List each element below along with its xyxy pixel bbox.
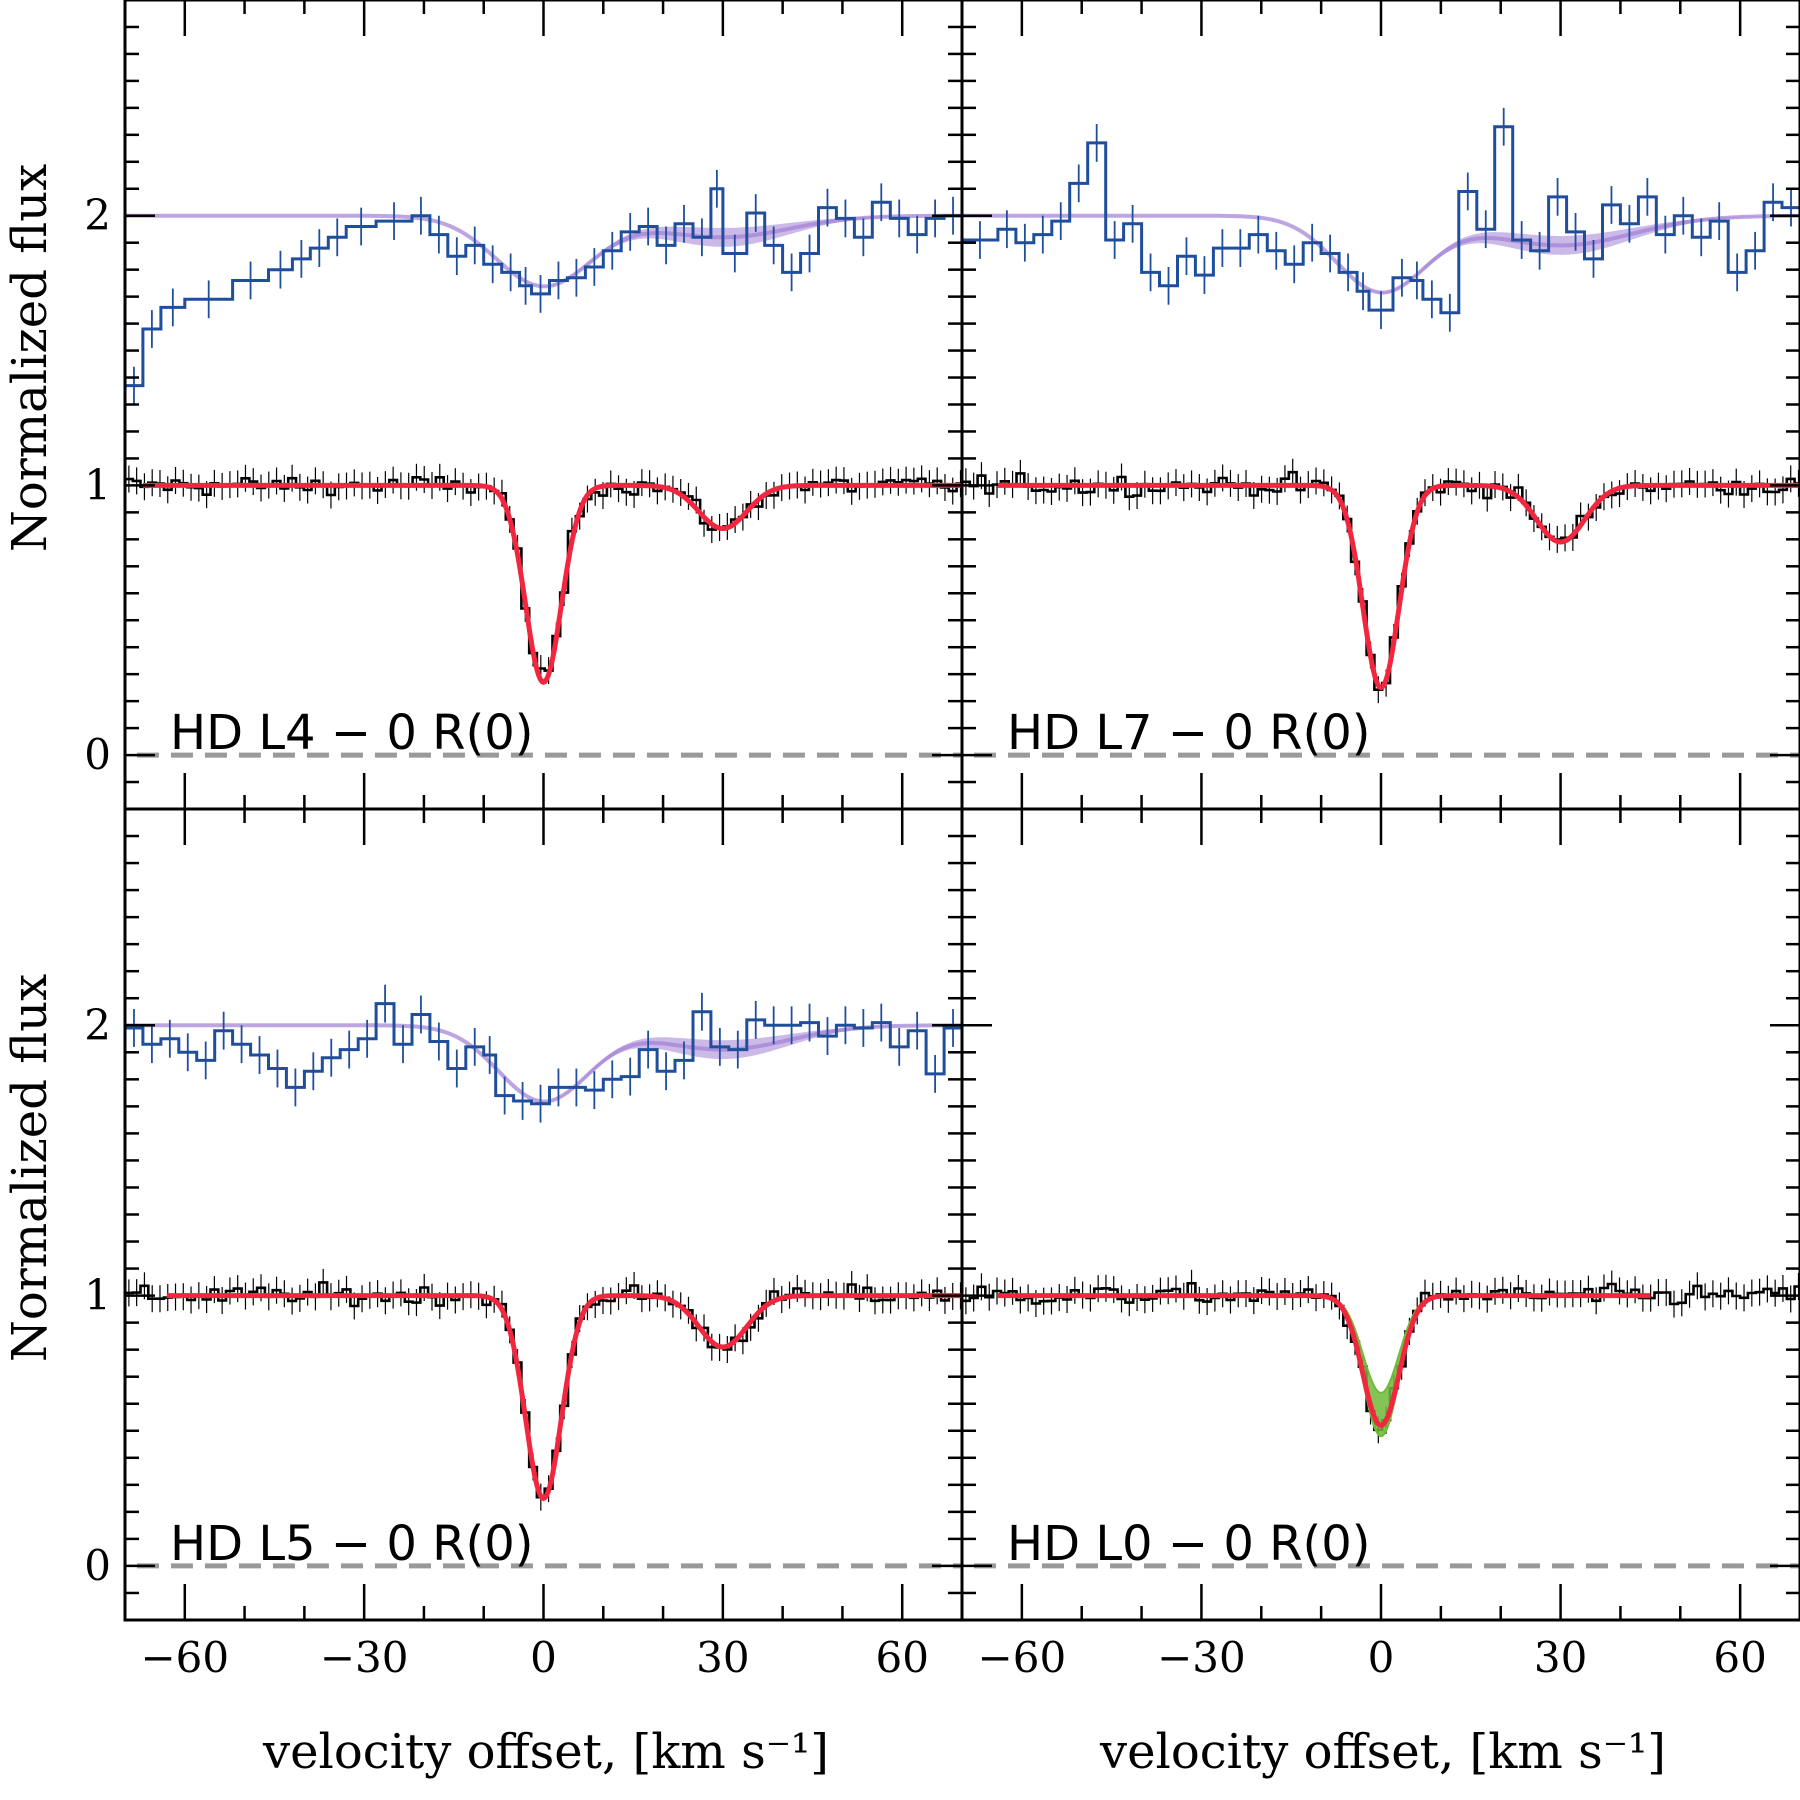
panels-layer: HD L4 − 0 R(0) HD L7 − 0 R(0) HD L5 − 0 R(…: [125, 107, 1800, 1572]
x-tick-label: 30: [696, 1633, 749, 1682]
x-tick-label: −30: [1157, 1633, 1246, 1682]
model-profile: [997, 1293, 1651, 1429]
panel-3: HD L5 − 0 R(0): [125, 984, 962, 1572]
lowres-spectrum: [962, 125, 1800, 315]
panel-frame: [123, 0, 964, 811]
hires-spectrum: [125, 476, 962, 672]
x-tick-label: 60: [1713, 1633, 1766, 1682]
hires-spectrum: [125, 1281, 962, 1499]
y-axis-title-top: Normalized flux: [2, 164, 58, 552]
x-tick-label: 0: [1368, 1633, 1395, 1682]
y-tick-label: 0: [84, 1541, 111, 1590]
axes-layer: 0 1 2 0 1 2 −60 −30 0 30 60 −60 −30 0 30 60: [84, 0, 1800, 1682]
y-tick-label: 1: [84, 460, 111, 509]
y-axis-title-bottom: Normalized flux: [2, 974, 58, 1362]
x-tick-label: 0: [530, 1633, 557, 1682]
model-profile: [142, 482, 962, 686]
lowres-spectrum: [125, 187, 962, 388]
panel-4: HD L0 − 0 R(0): [962, 1269, 1800, 1572]
x-tick-label: −60: [978, 1633, 1067, 1682]
model-profile: [166, 1293, 962, 1502]
y-tick-label: 0: [84, 730, 111, 779]
panel-1: HD L4 − 0 R(0): [125, 169, 962, 761]
panel-2: HD L7 − 0 R(0): [962, 107, 1800, 761]
panel-plot-area: [125, 984, 962, 1569]
y-tick-label: 2: [84, 191, 111, 240]
hires-spectrum: [962, 470, 1800, 691]
panel-plot-area: [962, 107, 1800, 758]
panel-plot-area: [125, 169, 962, 758]
lowres-model-line: [125, 213, 962, 289]
x-axis-title-left: velocity offset, [km s⁻¹]: [262, 1724, 829, 1780]
x-tick-label: −60: [140, 1633, 229, 1682]
x-tick-label: −30: [320, 1633, 409, 1682]
panel-label: HD L7 − 0 R(0): [1007, 705, 1370, 761]
y-tick-label: 2: [84, 1000, 111, 1049]
panel-label: HD L0 − 0 R(0): [1007, 1516, 1370, 1572]
x-tick-label: 60: [875, 1633, 928, 1682]
y-tick-label: 1: [84, 1271, 111, 1320]
lowres-model-line: [125, 1023, 962, 1104]
lowres-model-band: [125, 1025, 962, 1102]
x-axis-title-right: velocity offset, [km s⁻¹]: [1099, 1724, 1666, 1780]
panel-plot-area: [962, 1269, 1800, 1569]
panel-label: HD L4 − 0 R(0): [170, 705, 533, 761]
x-tick-label: 30: [1534, 1633, 1587, 1682]
green-uncertainty-band: [1309, 1294, 1453, 1438]
lowres-model-band: [962, 215, 1800, 293]
lowres-spectrum: [125, 1002, 962, 1106]
model-profile: [997, 482, 1800, 691]
panel-frame: [960, 807, 1800, 1622]
panel-label: HD L5 − 0 R(0): [170, 1516, 533, 1572]
